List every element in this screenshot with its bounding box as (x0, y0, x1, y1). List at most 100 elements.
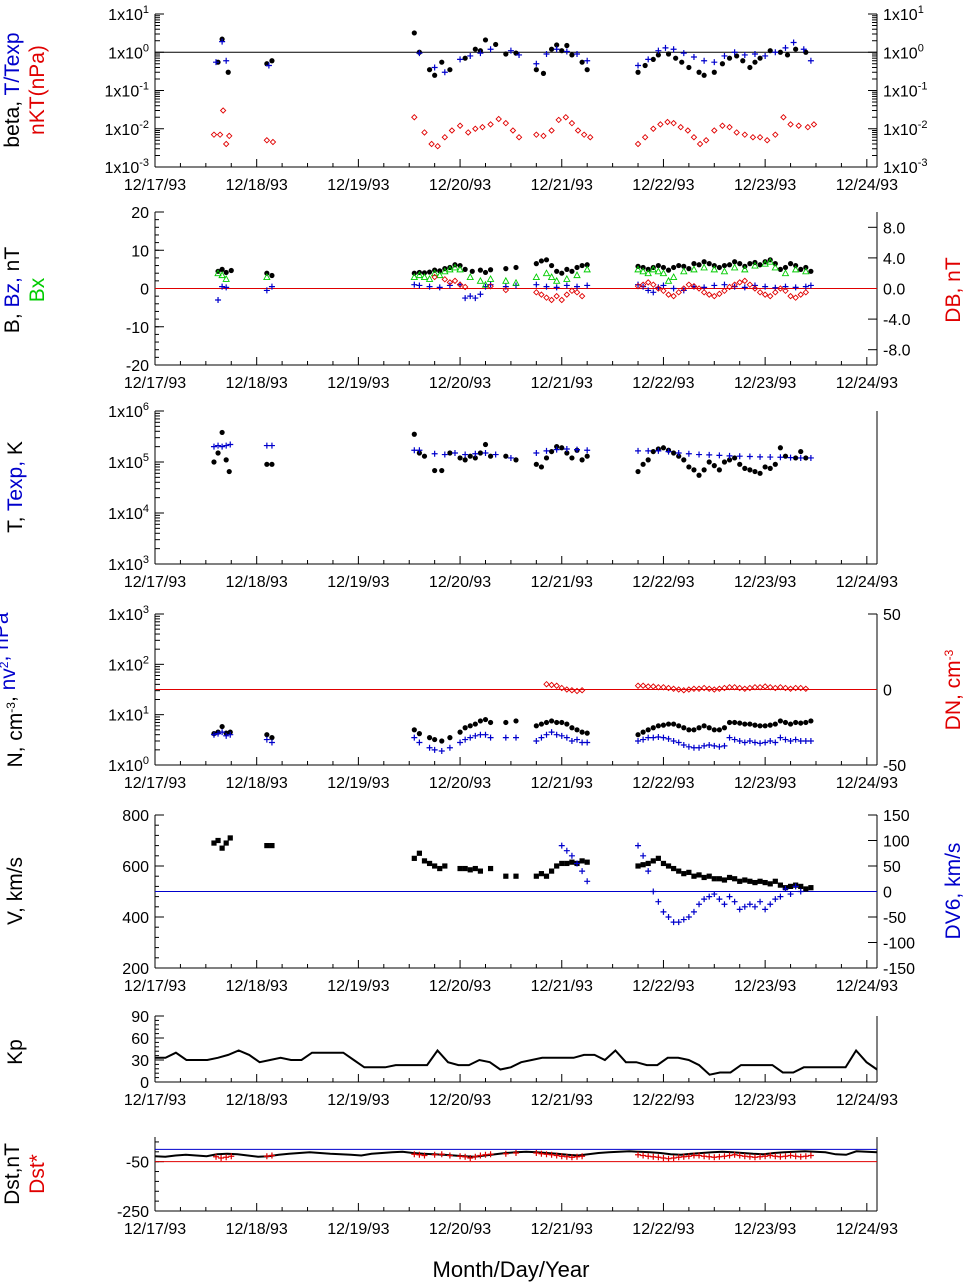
data-point (670, 737, 677, 744)
data-point (696, 872, 702, 878)
data-point (584, 739, 591, 746)
x-tick-label: 12/22/93 (632, 574, 694, 591)
data-point (542, 269, 551, 277)
data-point (772, 878, 778, 884)
data-point (442, 863, 448, 869)
y-tick-label: -50 (126, 1155, 149, 1172)
y-tick-label: 800 (122, 808, 149, 825)
data-point (751, 903, 758, 910)
data-point (732, 876, 738, 882)
data-point (487, 282, 494, 290)
data-point (467, 734, 474, 741)
data-point (580, 131, 588, 138)
data-point (214, 269, 222, 277)
data-point (711, 891, 718, 898)
x-tick-label: 12/19/93 (327, 574, 389, 591)
data-point (732, 455, 738, 461)
data-point (533, 281, 540, 288)
data-point (569, 52, 575, 58)
data-point (554, 268, 560, 274)
data-point (563, 282, 570, 289)
data-point (210, 131, 218, 138)
data-point (757, 1153, 764, 1160)
y2-tick-label: -100 (883, 936, 915, 953)
data-point (691, 261, 697, 267)
y2-tick-label: 0.0 (883, 282, 905, 299)
data-point (772, 49, 779, 56)
data-point (751, 683, 759, 691)
x-tick-label: 12/17/93 (124, 177, 186, 194)
data-point (432, 72, 438, 78)
data-point (264, 843, 270, 849)
data-point (777, 734, 784, 741)
data-point (752, 722, 758, 728)
data-point (686, 266, 692, 272)
data-point (563, 734, 570, 741)
data-point (574, 1153, 581, 1160)
y-tick-label: 20 (131, 205, 149, 222)
data-point (477, 291, 484, 298)
data-point (416, 739, 423, 746)
data-point (503, 719, 509, 726)
data-point (782, 885, 789, 892)
data-point (446, 279, 454, 286)
data-point (411, 727, 417, 733)
data-point (640, 729, 646, 735)
data-point (574, 446, 581, 453)
y-tick-label: -20 (126, 358, 149, 375)
data-point (793, 719, 799, 726)
data-point (533, 131, 540, 138)
y2-tick-label: 1x10-1 (883, 81, 927, 101)
data-point (457, 729, 463, 735)
data-point (578, 292, 586, 300)
data-point (574, 264, 580, 271)
data-point (721, 742, 728, 749)
x-tick-label: 12/21/93 (531, 177, 593, 194)
data-point (751, 261, 759, 269)
panel-bfield: 20 10 0 -10 -20 8.0 4.0 0.0 -4.0 -8.0 12/17/93 12/1… (1, 205, 965, 392)
series-dot-black (215, 257, 814, 279)
data-point (762, 283, 769, 290)
data-point (803, 886, 809, 892)
data-point (772, 461, 778, 467)
data-point (516, 51, 523, 58)
data-point (752, 468, 758, 475)
data-point (662, 44, 669, 51)
data-point (538, 258, 545, 264)
data-point (438, 747, 445, 754)
data-point (426, 860, 433, 867)
data-point (502, 119, 510, 127)
data-point (411, 734, 418, 741)
y-tick-label: -10 (126, 320, 149, 337)
data-point (660, 734, 667, 741)
data-point (726, 874, 733, 881)
data-point (586, 133, 594, 141)
data-point (645, 287, 652, 294)
data-point (680, 285, 688, 292)
y-tick-label: 0 (140, 282, 149, 299)
data-point (757, 453, 764, 460)
data-point (686, 464, 692, 470)
data-point (695, 685, 703, 692)
data-point (502, 286, 510, 294)
y-tick-label: 60 (131, 1031, 149, 1048)
data-point (263, 273, 271, 280)
data-point (690, 133, 698, 141)
y-tick-label: -250 (117, 1204, 149, 1221)
data-point (696, 140, 704, 148)
data-point (711, 462, 717, 469)
data-point (669, 273, 678, 280)
data-point (441, 267, 449, 275)
data-point (533, 450, 540, 457)
data-point (726, 55, 733, 61)
data-point (645, 1153, 652, 1160)
x-tick-label: 12/18/93 (226, 574, 288, 591)
data-point (268, 1152, 275, 1159)
data-point (509, 127, 517, 134)
data-point (747, 721, 753, 727)
data-point (426, 283, 433, 290)
data-point (503, 453, 509, 459)
data-point (706, 1153, 713, 1160)
data-point (733, 129, 740, 136)
data-point (456, 281, 464, 288)
